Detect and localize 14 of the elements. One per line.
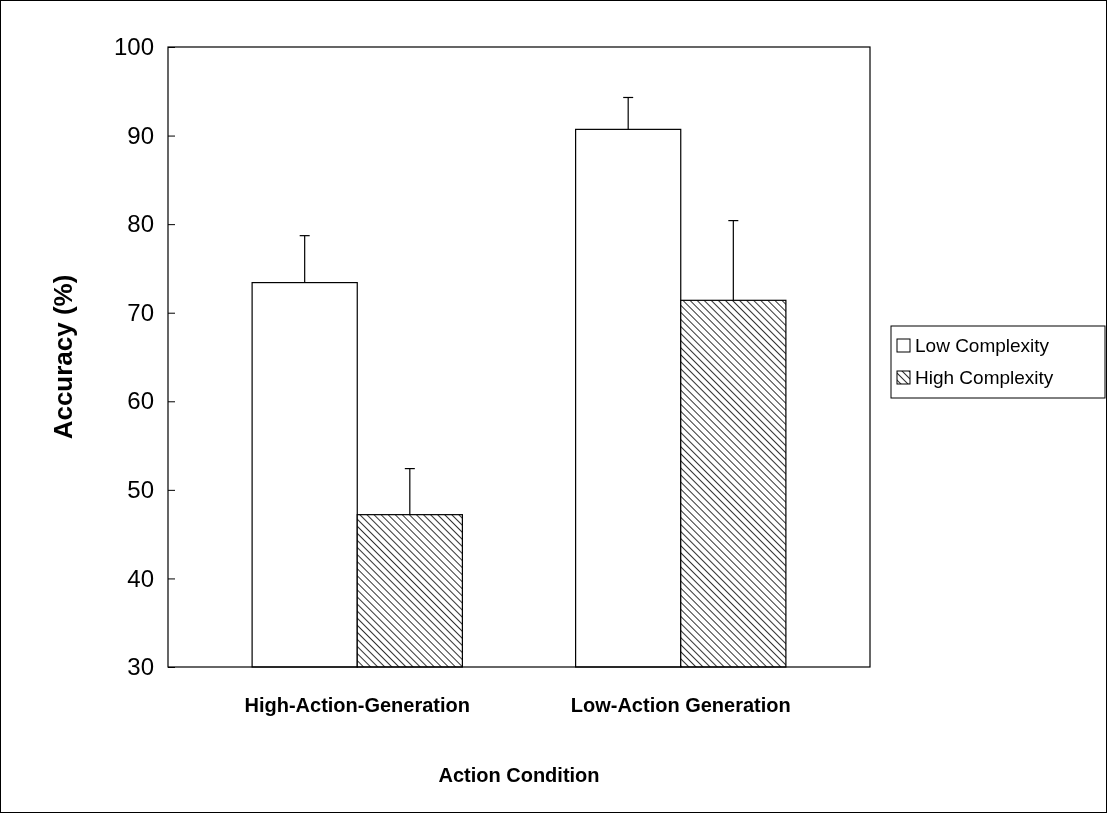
y-axis-title: Accuracy (%)	[48, 274, 78, 440]
x-axis-title: Action Condition	[438, 764, 600, 786]
legend-label: Low Complexity	[915, 335, 1050, 356]
x-tick-label: Low-Action Generation	[570, 694, 791, 716]
y-tick-label: 90	[127, 121, 154, 149]
legend-label: High Complexity	[915, 367, 1054, 388]
y-tick-label: 80	[127, 210, 154, 238]
y-tick-label: 70	[127, 298, 154, 326]
y-tick-label: 100	[113, 33, 154, 61]
y-tick-label: 30	[127, 653, 154, 681]
y-tick-label: 60	[127, 387, 154, 415]
y-tick-label: 40	[127, 564, 154, 592]
x-tick-label: High-Action-Generation	[244, 694, 471, 716]
y-tick-label: 50	[127, 476, 154, 504]
